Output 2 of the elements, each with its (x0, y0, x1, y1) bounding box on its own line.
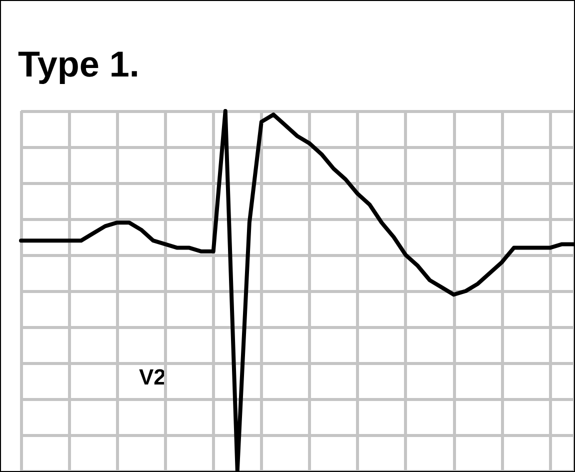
annotation: V2 (139, 364, 166, 390)
chart-title: Type 1. (18, 44, 140, 84)
